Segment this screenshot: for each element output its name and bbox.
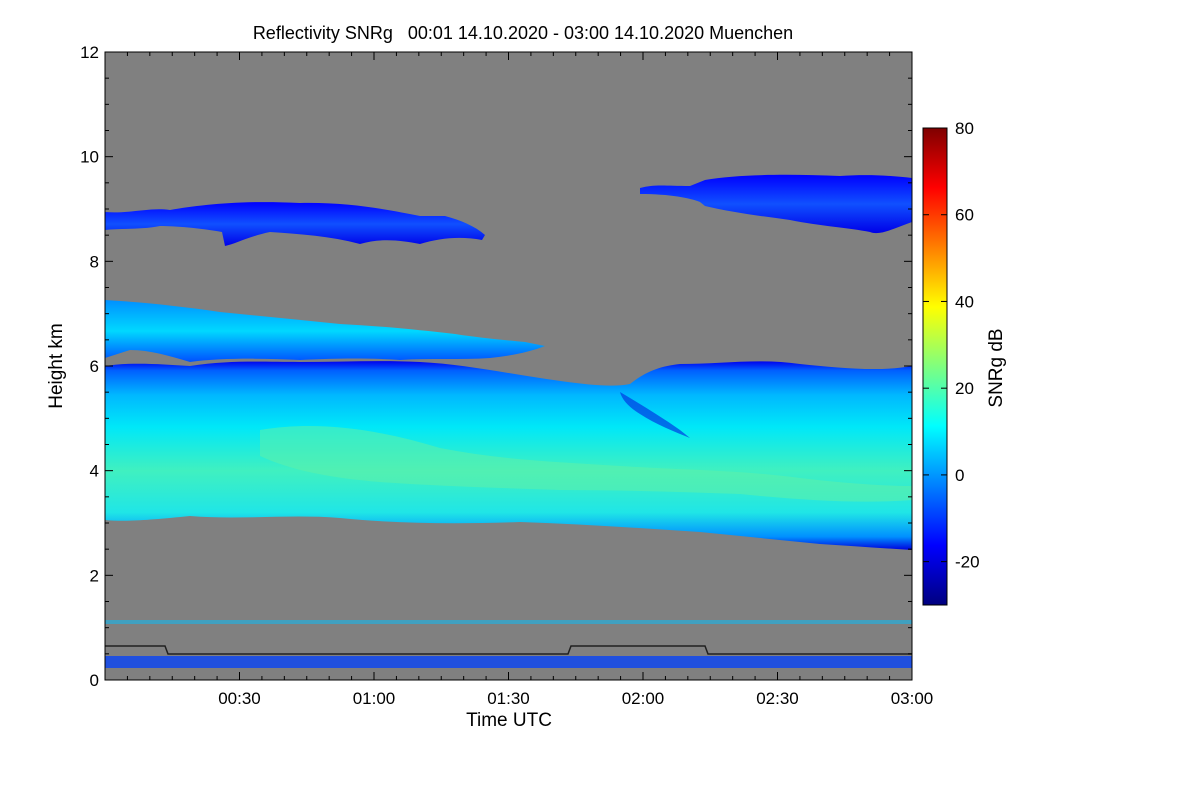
colorbar-tick-label-3: 40 [955,292,974,311]
low-level-echoes [105,620,912,624]
ground-boundary-line [105,645,912,655]
x-tick-label-2: 01:30 [487,689,530,708]
y-tick-label-4: 8 [90,252,99,271]
colorbar-ticks: -20 0 20 40 60 80 [923,119,980,572]
colorbar-tick-label-4: 60 [955,206,974,225]
main-cloud-layer [105,361,912,550]
x-tick-label-3: 02:00 [622,689,665,708]
y-ticks: 0 2 4 6 8 10 12 [80,43,912,690]
colorbar-tick-label-0: -20 [955,553,980,572]
colorbar-tick-label-5: 80 [955,119,974,138]
y-tick-label-2: 4 [90,462,99,481]
chart-title: Reflectivity SNRg 00:01 14.10.2020 - 03:… [253,23,793,43]
echo-layers [105,174,912,668]
y-tick-label-3: 6 [90,357,99,376]
x-tick-label-4: 02:30 [756,689,799,708]
y-axis-title: Height km [46,323,67,409]
colorbar-tick-label-2: 20 [955,379,974,398]
y-tick-label-6: 12 [80,43,99,62]
y-tick-label-1: 2 [90,566,99,585]
main-cloud-bright-core [260,426,912,502]
main-cloud-dark-streak [620,392,690,438]
upper-thin-layer [105,300,545,362]
x-tick-label-5: 03:00 [891,689,934,708]
colorbar-title: SNRg dB [986,328,1007,407]
colorbar [922,127,948,606]
upper-cirrus-band-early [105,202,485,246]
colorbar-tick-label-1: 0 [955,466,964,485]
near-ground-clutter [105,656,912,668]
upper-cirrus-band-late [640,174,912,234]
x-tick-label-0: 00:30 [218,689,261,708]
y-tick-label-5: 10 [80,148,99,167]
x-tick-label-1: 01:00 [353,689,396,708]
x-axis-title: Time UTC [466,710,552,731]
y-tick-label-0: 0 [90,671,99,690]
x-ticks: 00:30 01:00 01:30 02:00 02:30 03:00 [126,52,934,708]
